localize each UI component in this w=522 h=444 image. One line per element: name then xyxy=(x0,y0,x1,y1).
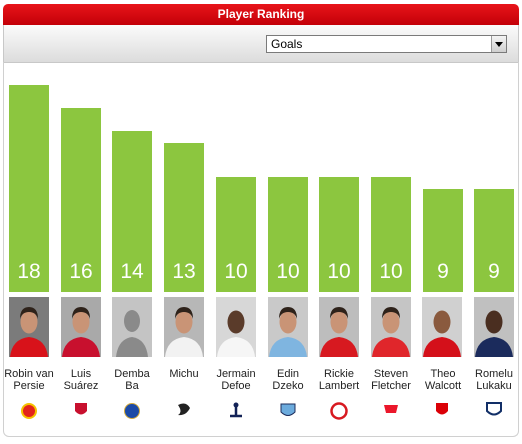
bar xyxy=(112,131,152,292)
toolbar: Goals xyxy=(3,25,519,63)
value-label: 16 xyxy=(69,260,93,283)
bar xyxy=(9,85,49,292)
player-name: Michu xyxy=(169,368,199,380)
player-name: Theo Walcott xyxy=(424,368,462,392)
player-name: Rickie Lambert xyxy=(318,368,360,392)
player-name: Robin van Persie xyxy=(4,368,54,392)
player-photo xyxy=(9,297,49,357)
player-photo xyxy=(112,297,152,357)
player-name: Demba Ba xyxy=(114,368,150,392)
dropdown-value: Goals xyxy=(271,37,303,51)
value-label: 10 xyxy=(379,260,403,283)
player-photo xyxy=(216,297,256,357)
player-name: Luis Suárez xyxy=(63,368,99,392)
value-label: 10 xyxy=(327,260,351,283)
player-photo xyxy=(319,297,359,357)
player-photo xyxy=(61,297,101,357)
bar xyxy=(371,177,411,292)
bar xyxy=(216,177,256,292)
bar xyxy=(423,188,463,292)
bar xyxy=(474,188,514,292)
bar xyxy=(268,177,308,292)
player-photo xyxy=(164,297,204,357)
dropdown-arrow[interactable] xyxy=(491,36,506,52)
club-badges xyxy=(21,402,502,420)
value-label: 9 xyxy=(437,260,449,283)
bar xyxy=(319,177,359,292)
player-name: Jermain Defoe xyxy=(216,368,256,392)
bar xyxy=(164,142,204,292)
player-photo xyxy=(268,297,308,357)
player-photo xyxy=(371,297,411,357)
bar xyxy=(61,108,101,292)
player-name: Edin Dzeko xyxy=(272,368,304,392)
player-photo xyxy=(474,297,514,357)
value-label: 10 xyxy=(276,260,300,283)
chart-area xyxy=(3,62,519,437)
value-label: 18 xyxy=(17,260,41,283)
metric-dropdown[interactable]: Goals xyxy=(266,35,507,53)
value-label: 9 xyxy=(488,260,500,283)
value-label: 14 xyxy=(120,260,144,283)
chart-title: Player Ranking xyxy=(3,4,519,25)
player-name: Steven Fletcher xyxy=(371,368,411,392)
value-label: 10 xyxy=(224,260,248,283)
player-name: Romelu Lukaku xyxy=(475,368,513,392)
player-photo xyxy=(422,297,462,357)
value-label: 13 xyxy=(172,260,196,283)
